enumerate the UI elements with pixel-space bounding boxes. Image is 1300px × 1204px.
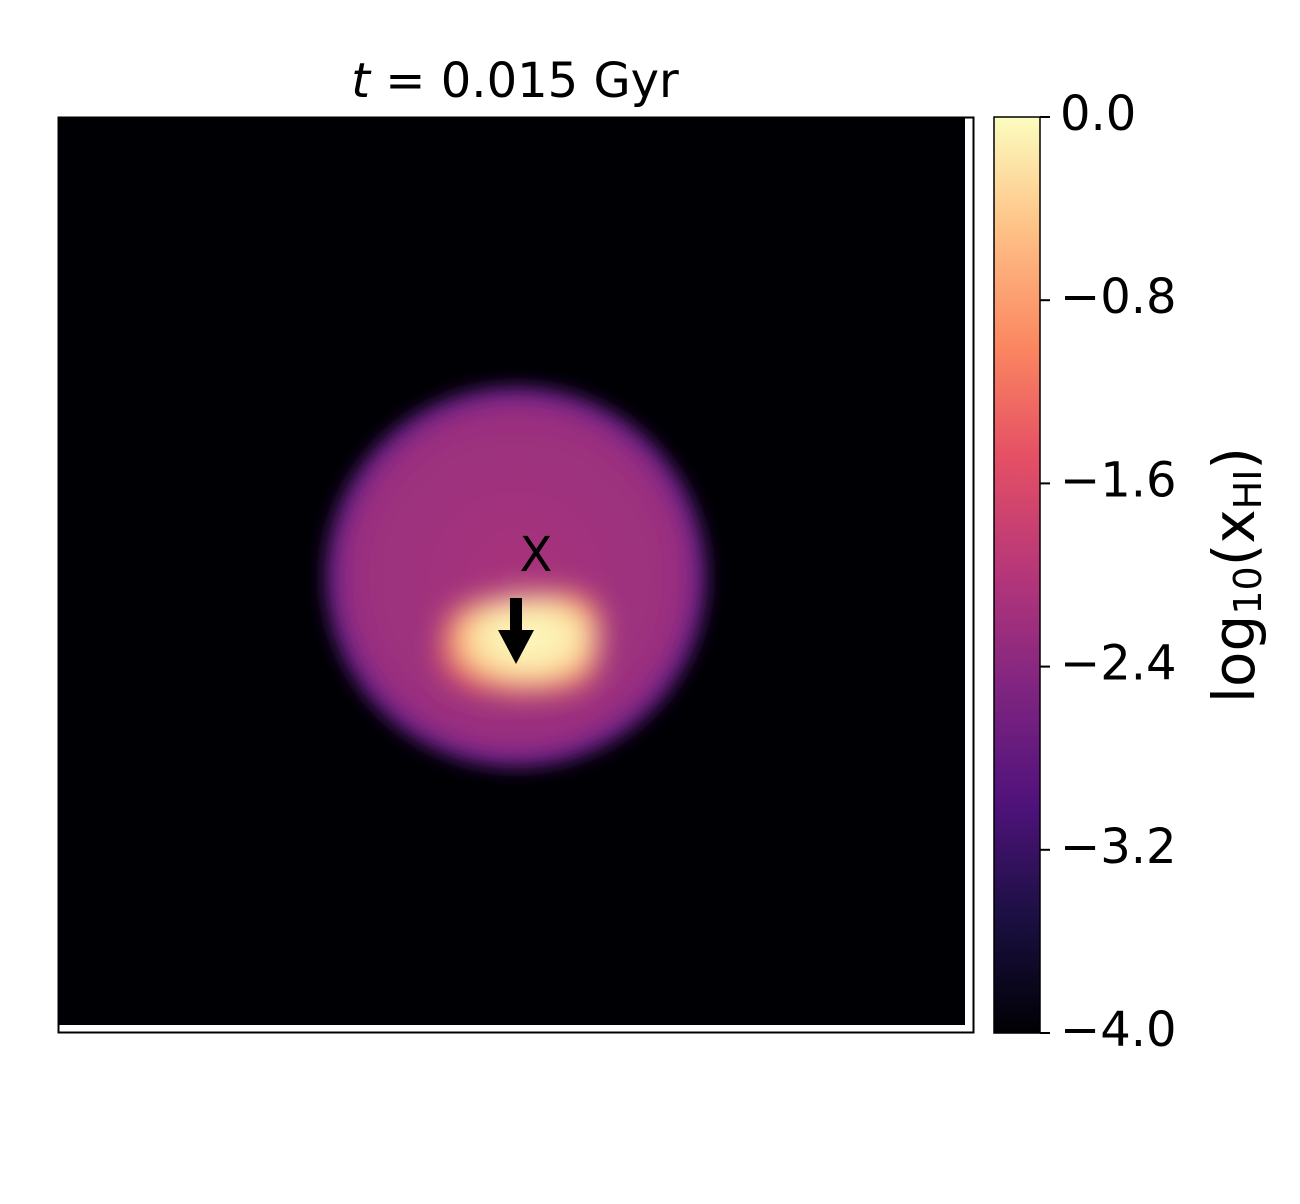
heatmap-image — [58, 118, 965, 1025]
label-part: (x — [1200, 509, 1268, 566]
arrow — [498, 598, 534, 664]
colorbar-tick-label: −1.6 — [1060, 452, 1177, 508]
colorbar — [993, 116, 1041, 1034]
colorbar-tick-label: −3.2 — [1060, 819, 1177, 875]
colorbar-tick-label: 0.0 — [1060, 86, 1136, 142]
label-subscript: HI — [1226, 470, 1270, 510]
title-part: t — [351, 53, 372, 109]
label-part: ) — [1200, 447, 1268, 470]
colorbar-tick-label: −0.8 — [1060, 269, 1177, 325]
title-part: = 0.015 Gyr — [370, 53, 679, 109]
label-part: log — [1200, 615, 1268, 703]
colorbar-tick-label: −4.0 — [1060, 1002, 1177, 1058]
annotation: X — [520, 527, 553, 583]
label-subscript: 10 — [1226, 566, 1270, 614]
chart-title: t = 0.015 Gyr — [351, 53, 679, 109]
colorbar-tick-label: −2.4 — [1060, 636, 1177, 692]
colorbar-label: log10(xHI) — [1200, 447, 1269, 703]
